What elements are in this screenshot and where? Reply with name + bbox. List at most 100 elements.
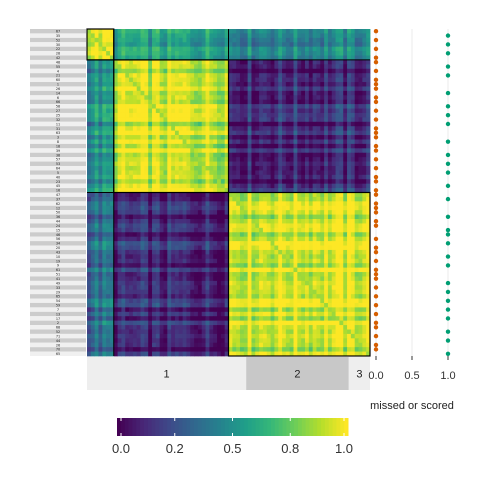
heatmap-cell	[117, 29, 122, 34]
heatmap-cell	[331, 121, 336, 127]
heatmap-cell	[358, 210, 363, 215]
heatmap-cell	[366, 95, 371, 101]
heatmap-cell	[297, 59, 302, 65]
heatmap-cell	[87, 55, 92, 61]
heatmap-cell	[255, 55, 260, 61]
heatmap-cell	[217, 86, 222, 92]
heatmap-cell	[90, 263, 96, 269]
heatmap-cell	[213, 104, 218, 109]
heatmap-cell	[293, 112, 298, 118]
heatmap-cell	[339, 139, 344, 145]
heatmap-cell	[274, 64, 279, 70]
heatmap-cell	[282, 135, 287, 140]
heatmap-cell	[201, 263, 206, 269]
heatmap-cell	[239, 126, 245, 132]
heatmap-cell	[228, 161, 233, 167]
heatmap-cell	[366, 135, 371, 140]
heatmap-cell	[155, 249, 161, 255]
heatmap-cell	[308, 143, 314, 149]
heatmap-cell	[339, 104, 344, 109]
heatmap-cell	[201, 174, 206, 180]
heatmap-cell	[217, 214, 222, 220]
heatmap-cell	[239, 95, 245, 101]
heatmap-cell	[304, 112, 310, 118]
heatmap-cell	[113, 311, 118, 317]
heatmap-cell	[343, 276, 348, 282]
heatmap-cell	[144, 135, 149, 140]
heatmap-cell	[117, 205, 122, 211]
heatmap-cell	[94, 272, 99, 277]
heatmap-cell	[106, 188, 111, 193]
heatmap-cell	[362, 161, 367, 167]
heatmap-cell	[144, 143, 149, 149]
heatmap-cell	[304, 188, 310, 193]
heatmap-cell	[98, 170, 103, 176]
heatmap-cell	[320, 126, 325, 132]
heatmap-cell	[87, 201, 92, 207]
heatmap-cell	[312, 241, 317, 246]
heatmap-cell	[136, 236, 141, 242]
heatmap-cell	[312, 139, 317, 145]
heatmap-cell	[236, 90, 241, 96]
heatmap-cell	[331, 307, 336, 313]
heatmap-cell	[194, 161, 199, 167]
heatmap-cell	[224, 33, 229, 39]
heatmap-cell	[316, 289, 321, 295]
heatmap-cell	[301, 236, 306, 242]
heatmap-cell	[205, 130, 210, 136]
heatmap-cell	[358, 55, 363, 61]
heatmap-cell	[109, 192, 115, 198]
heatmap-cell	[331, 258, 336, 264]
heatmap-cell	[209, 46, 214, 52]
heatmap-cell	[228, 232, 233, 238]
heatmap-cell	[194, 276, 199, 282]
heatmap-cell	[285, 223, 291, 229]
heatmap-cell	[274, 68, 279, 74]
heatmap-cell	[366, 280, 371, 286]
heatmap-cell	[324, 307, 329, 313]
heatmap-cell	[354, 205, 359, 211]
heatmap-cell	[148, 59, 153, 65]
heatmap-cell	[174, 148, 180, 154]
heatmap-cell	[327, 174, 333, 180]
heatmap-cell	[354, 280, 359, 286]
heatmap-cell	[121, 302, 126, 308]
heatmap-cell	[129, 205, 134, 211]
heatmap-cell	[90, 135, 96, 140]
heatmap-cell	[251, 192, 256, 198]
heatmap-cell	[243, 241, 249, 246]
heatmap-cell	[90, 258, 96, 264]
heatmap-cell	[262, 130, 268, 136]
heatmap-cell	[159, 249, 164, 255]
heatmap-cell	[282, 68, 287, 74]
heatmap-cell	[220, 104, 226, 109]
heatmap-cell	[209, 104, 214, 109]
heatmap-cell	[178, 108, 183, 114]
heatmap-cell	[129, 46, 134, 52]
heatmap-cell	[247, 258, 252, 264]
heatmap-cell	[109, 55, 115, 61]
heatmap-cell	[155, 272, 161, 277]
heatmap-cell	[243, 245, 249, 251]
heatmap-cell	[274, 236, 279, 242]
heatmap-cell	[201, 205, 206, 211]
heatmap-cell	[87, 152, 92, 158]
heatmap-cell	[186, 165, 191, 171]
heatmap-cell	[304, 148, 310, 154]
heatmap-cell	[209, 139, 214, 145]
heatmap-cell	[259, 90, 264, 96]
heatmap-cell	[304, 29, 310, 34]
heatmap-cell	[106, 55, 111, 61]
heatmap-cell	[159, 59, 164, 65]
heatmap-cell	[190, 99, 195, 105]
heatmap-cell	[109, 165, 115, 171]
heatmap-cell	[197, 73, 203, 79]
heatmap-cell	[324, 294, 329, 299]
heatmap-cell	[297, 183, 302, 189]
heatmap-cell	[327, 157, 333, 162]
heatmap-cell	[251, 307, 256, 313]
heatmap-cell	[148, 126, 153, 132]
heatmap-cell	[197, 165, 203, 171]
heatmap-cell	[228, 254, 233, 260]
heatmap-cell	[197, 289, 203, 295]
